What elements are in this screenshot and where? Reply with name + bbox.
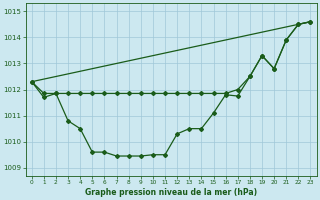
X-axis label: Graphe pression niveau de la mer (hPa): Graphe pression niveau de la mer (hPa) [85, 188, 257, 197]
